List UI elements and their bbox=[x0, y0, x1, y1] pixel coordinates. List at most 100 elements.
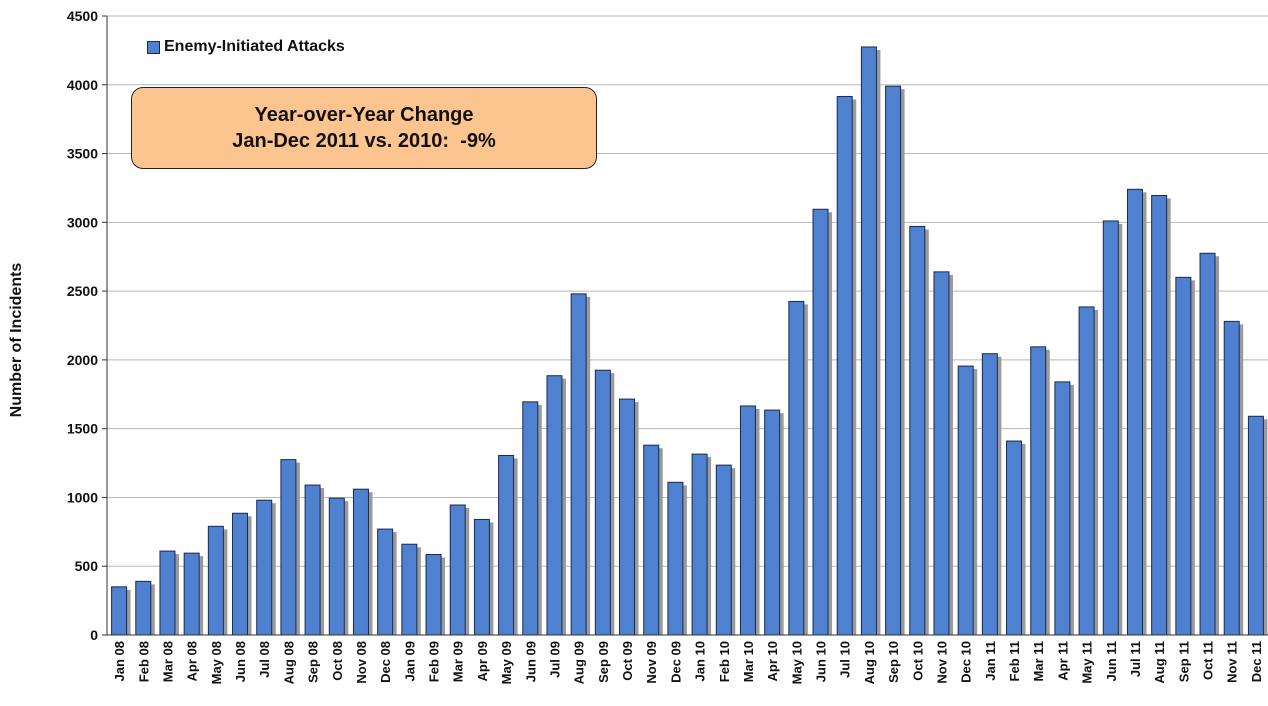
x-tick-label: Nov 09 bbox=[644, 641, 659, 684]
bar bbox=[183, 552, 200, 636]
yoy-callout: Year-over-Year Change Jan-Dec 2011 vs. 2… bbox=[131, 87, 597, 169]
x-tick-label: Apr 08 bbox=[185, 641, 200, 681]
x-tick-label: Dec 10 bbox=[959, 641, 974, 683]
legend-swatch bbox=[147, 40, 160, 54]
x-tick-label: Jun 10 bbox=[814, 641, 829, 682]
x-tick-labels: Jan 08 Feb 08 Mar 08 Apr 08 May 08 Jun 08 Jul … bbox=[112, 641, 1264, 684]
bar bbox=[619, 398, 636, 636]
legend: Enemy-Initiated Attacks bbox=[147, 38, 345, 56]
bar bbox=[1078, 306, 1095, 636]
y-tick-label: 3000 bbox=[67, 214, 98, 230]
x-tick-label: Nov 10 bbox=[934, 641, 949, 684]
x-tick-label: Sep 11 bbox=[1176, 641, 1191, 682]
bar bbox=[1151, 195, 1168, 636]
x-tick-label: Oct 10 bbox=[910, 641, 925, 681]
y-tick-label: 4000 bbox=[67, 77, 98, 93]
x-tick-label: Jun 09 bbox=[523, 641, 538, 682]
x-tick-label: Apr 10 bbox=[765, 641, 780, 681]
y-tick-label: 0 bbox=[90, 627, 98, 643]
x-tick-label: Aug 08 bbox=[281, 641, 296, 684]
bar bbox=[401, 543, 418, 636]
bar bbox=[135, 580, 152, 636]
bar bbox=[304, 484, 321, 636]
bar bbox=[352, 488, 369, 636]
bar bbox=[473, 518, 490, 636]
x-tick-label: Aug 11 bbox=[1152, 641, 1167, 684]
bars bbox=[111, 46, 1268, 636]
bar bbox=[1175, 276, 1192, 636]
bar bbox=[280, 459, 297, 636]
bar bbox=[1199, 252, 1216, 636]
x-tick-label: Jul 08 bbox=[257, 641, 272, 678]
x-tick-label: May 10 bbox=[789, 641, 804, 684]
bar bbox=[159, 550, 176, 636]
x-tick-label: Nov 11 bbox=[1225, 641, 1240, 683]
bar bbox=[860, 46, 877, 636]
x-tick-label: Aug 09 bbox=[572, 641, 587, 684]
x-tick-label: Sep 08 bbox=[306, 641, 321, 683]
y-tick-label: 2000 bbox=[67, 352, 98, 368]
bar bbox=[1102, 220, 1119, 636]
bar bbox=[764, 409, 781, 636]
bar bbox=[691, 453, 708, 636]
bar bbox=[522, 401, 539, 636]
bar bbox=[788, 300, 805, 636]
x-tick-label: May 08 bbox=[209, 641, 224, 684]
x-tick-label: Mar 11 bbox=[1031, 641, 1046, 681]
x-tick-label: Feb 10 bbox=[717, 641, 732, 682]
x-tick-label: Feb 09 bbox=[427, 641, 442, 682]
x-tick-label: Dec 08 bbox=[378, 641, 393, 683]
x-tick-label: Dec 09 bbox=[668, 641, 683, 683]
bar bbox=[1223, 320, 1240, 636]
callout-line-1: Year-over-Year Change bbox=[254, 104, 474, 126]
bar bbox=[207, 525, 224, 636]
x-tick-label: Nov 08 bbox=[354, 641, 369, 684]
bar bbox=[981, 353, 998, 636]
x-tick-label: Sep 09 bbox=[596, 641, 611, 683]
callout-line-2: Jan-Dec 2011 vs. 2010: -9% bbox=[232, 130, 496, 152]
y-tick-label: 3500 bbox=[67, 146, 98, 162]
x-tick-label: Apr 11 bbox=[1055, 641, 1070, 681]
x-tick-label: Apr 09 bbox=[475, 641, 490, 681]
bar bbox=[570, 293, 587, 636]
bar bbox=[1006, 440, 1023, 636]
bar bbox=[1247, 415, 1264, 636]
bar bbox=[594, 369, 611, 636]
y-tick-labels: 0 500 1000 1500 2000 2500 3000 3500 4000 4500 bbox=[67, 8, 107, 643]
x-tick-label: Sep 10 bbox=[886, 641, 901, 683]
x-tick-label: Oct 09 bbox=[620, 641, 635, 681]
bar bbox=[256, 499, 273, 636]
bar bbox=[1030, 346, 1047, 636]
x-tick-label: Jun 11 bbox=[1104, 641, 1119, 681]
bar bbox=[812, 208, 829, 636]
y-tick-label: 500 bbox=[75, 558, 99, 574]
x-tick-label: Oct 11 bbox=[1201, 641, 1216, 680]
bar bbox=[546, 375, 563, 636]
bar bbox=[1126, 188, 1143, 636]
y-axis-title-text: Number of Incidents bbox=[8, 262, 25, 418]
x-tick-label: Jan 09 bbox=[402, 641, 417, 681]
y-tick-label: 1000 bbox=[67, 489, 98, 505]
x-tick-label: Mar 09 bbox=[451, 641, 466, 682]
y-tick-label: 1500 bbox=[67, 421, 98, 437]
x-tick-label: Feb 11 bbox=[1007, 641, 1022, 681]
bar bbox=[111, 586, 128, 636]
bar bbox=[1054, 381, 1071, 636]
bar bbox=[232, 512, 249, 636]
x-tick-label: Mar 10 bbox=[741, 641, 756, 682]
x-tick-label: Jun 08 bbox=[233, 641, 248, 682]
x-tick-label: May 09 bbox=[499, 641, 514, 684]
legend-label: Enemy-Initiated Attacks bbox=[164, 38, 345, 55]
bar bbox=[933, 271, 950, 636]
x-tick-label: Jan 10 bbox=[693, 641, 708, 681]
bar bbox=[715, 464, 732, 636]
bar bbox=[377, 528, 394, 636]
x-tick-label: May 11 bbox=[1080, 641, 1095, 684]
bar bbox=[909, 225, 926, 636]
axes bbox=[106, 16, 1268, 636]
x-tick-label: Jan 11 bbox=[983, 641, 998, 681]
x-tick-label: Jan 08 bbox=[112, 641, 127, 681]
bar bbox=[498, 454, 515, 636]
y-tick-label: 4500 bbox=[67, 8, 98, 24]
